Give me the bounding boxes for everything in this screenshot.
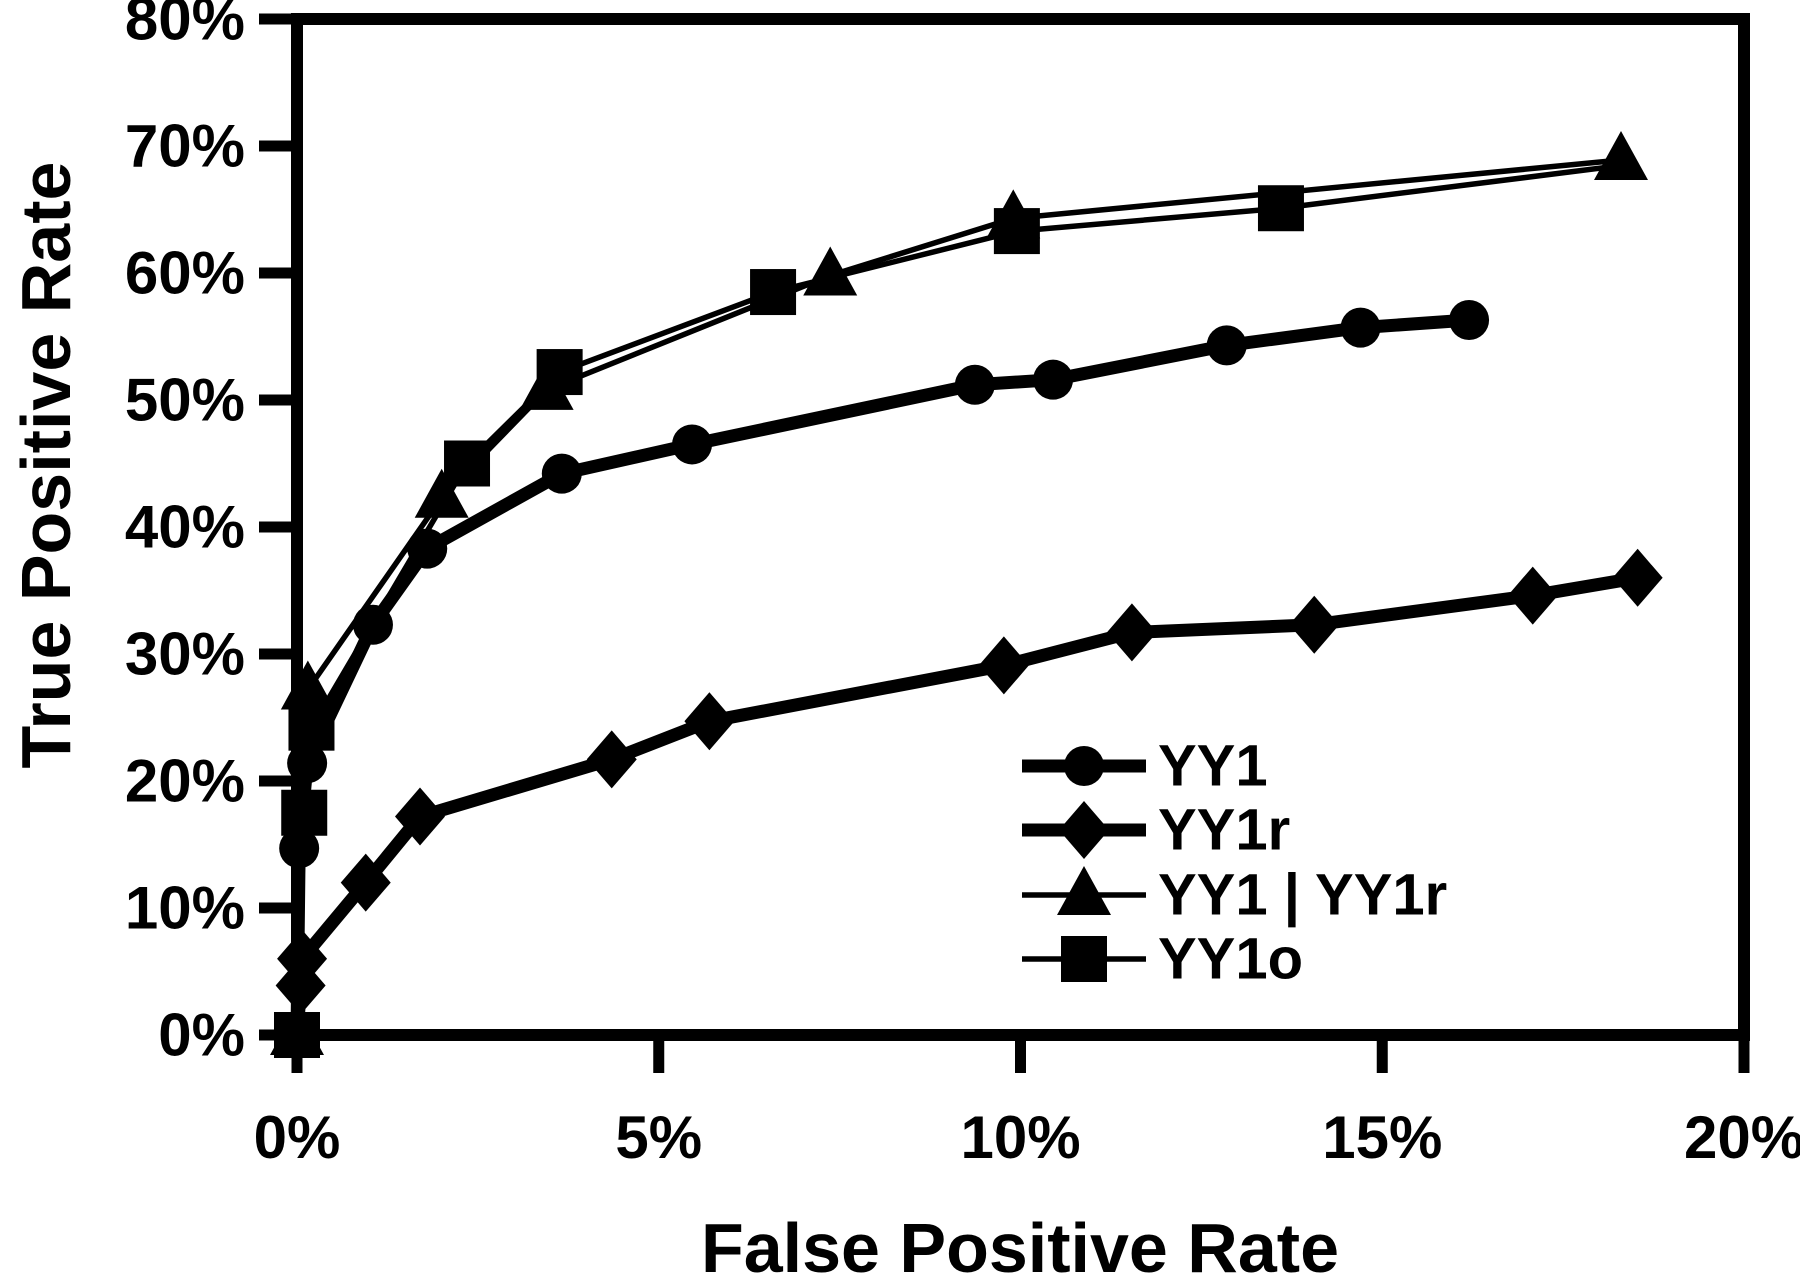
data-point-diamond [1612, 548, 1663, 607]
data-point-diamond [1507, 566, 1558, 625]
data-point-circle [1033, 359, 1074, 400]
y-tick-label: 50% [125, 367, 245, 434]
y-tick-label: 0% [158, 1002, 245, 1069]
legend-marker-triangle [1057, 866, 1111, 915]
x-tick-label: 20% [1684, 1104, 1800, 1171]
y-tick-label: 30% [125, 621, 245, 688]
plot-frame [291, 13, 1750, 1041]
data-point-square [444, 440, 491, 487]
x-axis-title: False Positive Rate [701, 1209, 1339, 1279]
data-point-diamond [1289, 595, 1340, 654]
data-point-circle [541, 453, 582, 494]
y-tick-label: 20% [125, 748, 245, 815]
legend-label: YY1o [1158, 927, 1303, 992]
data-point-diamond [684, 692, 735, 751]
data-point-circle [279, 828, 320, 869]
legend-marker-square [1061, 936, 1107, 982]
data-point-square [536, 349, 583, 396]
legend-label: YY1 | YY1r [1158, 863, 1447, 928]
x-tick-label: 0% [254, 1104, 341, 1171]
data-point-circle [1449, 299, 1490, 340]
data-point-square [750, 269, 797, 316]
data-point-triangle [280, 660, 335, 710]
data-point-diamond [394, 787, 445, 846]
data-point-circle [954, 364, 995, 405]
legend-label: YY1 [1158, 734, 1268, 799]
data-point-triangle [414, 468, 469, 518]
data-point-circle [1340, 307, 1381, 348]
data-point-square [1257, 185, 1304, 232]
data-point-diamond [586, 730, 637, 789]
data-point-square [993, 208, 1040, 255]
plot-area: 0% 10% 20% 30% 40% 50% 60% 70% 80% 0% 5% 10% 15% 20% Y… [125, 0, 1800, 1171]
data-point-square [281, 789, 328, 836]
y-tick-label: 40% [125, 494, 245, 561]
data-point-circle [407, 528, 448, 569]
data-point-diamond [1106, 603, 1157, 662]
data-point-diamond [978, 636, 1029, 695]
data-point-diamond [340, 853, 391, 912]
legend-marker-circle [1064, 746, 1104, 786]
y-tick-label: 10% [125, 875, 245, 942]
legend-label: YY1r [1158, 798, 1290, 863]
x-tick-label: 5% [615, 1104, 702, 1171]
legend-marker-diamond [1059, 801, 1109, 859]
data-point-circle [672, 424, 713, 465]
data-point-circle [1206, 325, 1247, 366]
y-tick-label: 80% [125, 0, 245, 53]
data-point-triangle [1594, 130, 1649, 180]
series-line-diamond [290, 571, 1645, 1042]
data-point-square [288, 704, 335, 751]
y-tick-label: 70% [125, 113, 245, 180]
x-tick-label: 15% [1322, 1104, 1442, 1171]
y-tick-label: 60% [125, 240, 245, 307]
y-axis-title: True Positive Rate [7, 162, 85, 769]
data-point-square [274, 1012, 320, 1058]
x-tick-label: 10% [960, 1104, 1080, 1171]
